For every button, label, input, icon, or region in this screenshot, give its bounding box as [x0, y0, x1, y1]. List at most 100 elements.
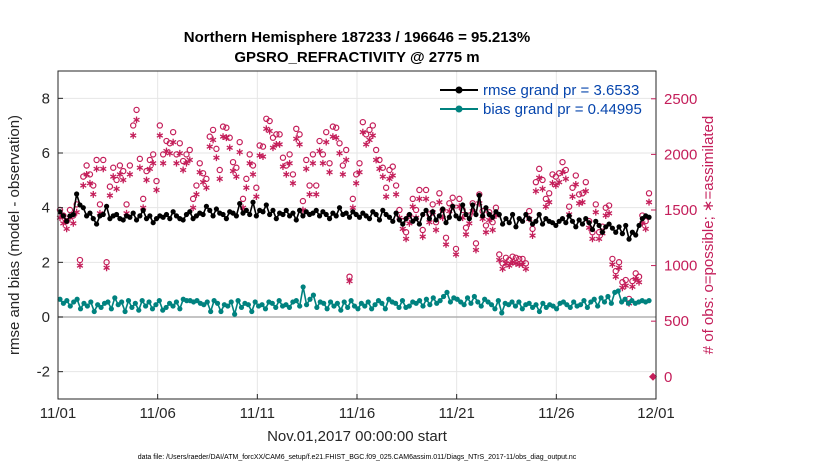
assimilated-point-95: [372, 156, 380, 164]
y-ticks-right: 0 500 1000 1500 2000 2500: [651, 91, 697, 386]
assimilated-point-75: [306, 191, 313, 198]
bias-point-74: [310, 292, 317, 298]
rmse-point-134: [503, 216, 509, 222]
possible-point-70: [289, 171, 297, 178]
rmse-point-11: [93, 221, 100, 227]
rmse-point-124: [470, 202, 476, 208]
bias-point-121: [471, 293, 477, 300]
rmse-point-62: [263, 202, 269, 208]
legend-rmse-marker: [455, 86, 463, 94]
rmse-point-96: [376, 217, 383, 223]
possible-point-12: [96, 201, 104, 208]
assimilated-point-69: [286, 159, 293, 167]
rmse-point-123: [466, 216, 472, 222]
rmse-point-103: [400, 221, 406, 227]
rmse-point-32: [163, 211, 170, 218]
assimilated-point-59: [253, 193, 260, 201]
possible-point-15: [106, 183, 114, 190]
rmse-point-19: [120, 217, 126, 223]
possible-point-117: [446, 200, 453, 207]
assimilated-point-51: [226, 144, 233, 152]
possible-point-85: [339, 162, 347, 169]
assimilated-point-21: [126, 171, 134, 178]
possible-point-94: [369, 122, 377, 129]
rmse-point-130: [490, 214, 496, 220]
bias-point-118: [461, 302, 467, 308]
possible-point-65: [273, 131, 280, 138]
bias-point-106: [420, 303, 426, 309]
possible-point-72: [296, 131, 303, 138]
bias-point-75: [314, 304, 320, 311]
assimilated-point-149: [552, 182, 560, 189]
rmse-point-177: [646, 214, 652, 220]
rmse-point-86: [343, 210, 349, 216]
assimilated-point-13: [99, 165, 107, 173]
assimilated-point-94: [369, 132, 377, 139]
assimilated-point-79: [319, 159, 327, 167]
possible-point-176: [642, 217, 649, 225]
bias-point-127: [492, 306, 498, 312]
possible-point-21: [126, 162, 134, 169]
assimilated-point-166: [609, 261, 616, 268]
rmse-point-159: [586, 220, 592, 226]
rmse-point-7: [80, 205, 86, 211]
assimilated-point-173: [632, 275, 639, 283]
rmse-point-111: [426, 216, 432, 222]
legend: rmse grand pr = 3.6533 bias grand pr = 0…: [440, 82, 642, 118]
possible-point-99: [386, 166, 393, 174]
assimilated-point-104: [402, 235, 410, 243]
rmse-point-22: [130, 210, 136, 216]
rmse-point-156: [576, 217, 582, 223]
possible-point-74: [303, 156, 310, 164]
possible-point-44: [203, 175, 210, 183]
bias-point-28: [153, 302, 159, 308]
assimilated-point-48: [216, 175, 223, 183]
rmse-point-173: [633, 232, 639, 238]
assimilated-point-145: [539, 185, 546, 193]
possible-point-79: [319, 151, 327, 158]
rmse-point-21: [127, 214, 133, 220]
possible-point-54: [236, 138, 243, 146]
possible-point-28: [149, 151, 157, 158]
bias-point-77: [321, 300, 327, 306]
possible-point-110: [422, 186, 430, 194]
chart-title: Northern Hemisphere 187233 / 196646 = 95…: [184, 29, 530, 46]
bias-point-53: [238, 304, 245, 311]
possible-point-90: [356, 160, 363, 167]
bias-point-71: [300, 284, 306, 290]
rmse-point-163: [599, 229, 606, 235]
rmse-point-71: [293, 217, 299, 223]
assimilated-point-133: [499, 265, 506, 273]
rmse-point-121: [460, 202, 466, 208]
bias-point-35: [177, 306, 183, 312]
rmse-point-39: [187, 209, 193, 215]
bias-point-18: [119, 299, 125, 305]
bias-point-111: [437, 298, 443, 304]
assimilated-point-11: [93, 165, 100, 173]
bias-point-89: [362, 303, 368, 309]
possible-point-3: [66, 206, 74, 214]
assimilated-point-85: [339, 171, 347, 178]
possible-point-59: [253, 184, 260, 191]
possible-point-98: [382, 184, 390, 191]
assimilated-point-9: [86, 179, 94, 187]
assimilated-point-119: [452, 251, 460, 258]
bias-point-23: [136, 307, 142, 313]
bias-point-163: [615, 288, 621, 294]
rmse-point-14: [103, 203, 110, 209]
rmse-point-158: [583, 216, 589, 222]
rmse-point-122: [463, 211, 469, 218]
rmse-point-174: [636, 222, 642, 229]
possible-point-57: [246, 151, 253, 158]
rmse-point-154: [569, 218, 576, 224]
rmse-point-137: [513, 224, 519, 230]
possible-point-63: [266, 117, 273, 125]
assimilated-point-66: [276, 140, 283, 148]
bias-point-5: [74, 296, 80, 302]
x-tick-label-4: 11/21: [438, 405, 474, 422]
rmse-point-44: [203, 203, 210, 209]
assimilated-point-176: [642, 225, 649, 233]
assimilated-point-150: [555, 178, 563, 186]
possible-point-61: [259, 143, 267, 150]
rmse-point-125: [473, 211, 479, 218]
